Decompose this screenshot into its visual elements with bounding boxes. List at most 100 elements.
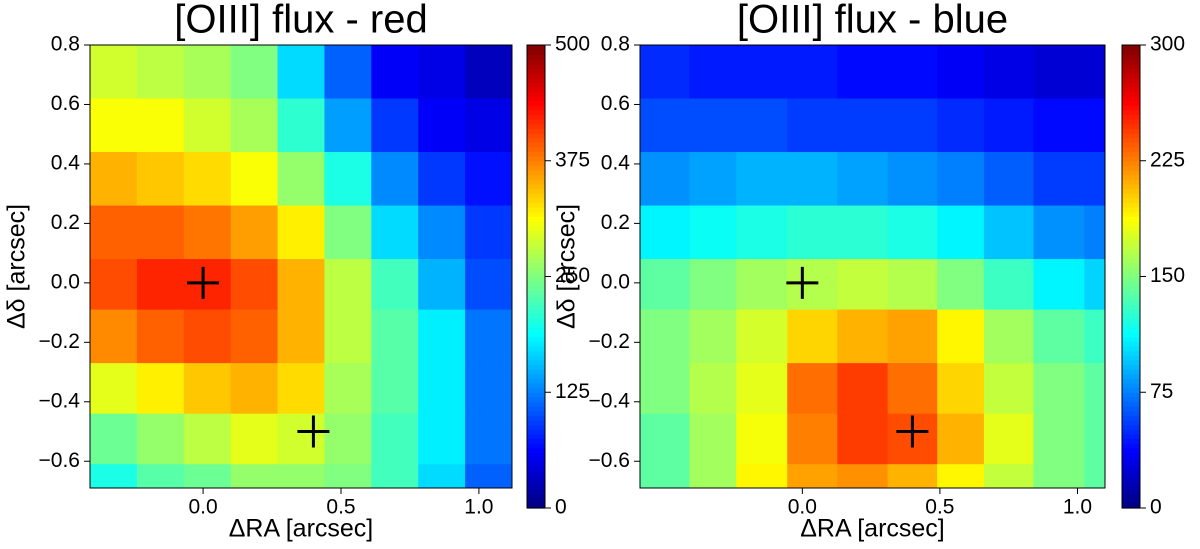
heatmap-cell: [324, 98, 372, 153]
colorbar-step: [1122, 105, 1140, 111]
y-tick-label: 0.6: [601, 92, 630, 115]
heatmap-cell: [371, 413, 419, 465]
colorbar-step: [527, 100, 545, 106]
heatmap-cell: [230, 205, 279, 260]
heatmap-cell: [983, 98, 1034, 153]
heatmap-cell: [1033, 152, 1085, 207]
heatmap-cell: [465, 152, 513, 207]
colorbar-step: [1122, 72, 1140, 79]
colorbar-step: [527, 211, 545, 217]
colorbar-step: [527, 295, 545, 301]
heatmap-cell: [1084, 309, 1106, 364]
colorbar-step: [1122, 216, 1140, 222]
colorbar-step: [527, 179, 545, 185]
colorbar-step: [1122, 387, 1140, 393]
colorbar-step: [527, 484, 545, 491]
y-tick-label: 0.4: [51, 151, 81, 174]
colorbar-step: [1122, 170, 1140, 176]
heatmap-cell: [887, 152, 938, 207]
x-axis-label: ΔRA [arcsec]: [229, 515, 374, 543]
x-tick-label: 1.0: [464, 496, 493, 519]
heatmap-cell: [230, 152, 279, 207]
colorbar-step: [1122, 193, 1140, 199]
heatmap-cell: [371, 205, 419, 260]
heatmap-cell: [983, 205, 1034, 260]
colorbar-step: [527, 406, 545, 412]
heatmap-cell: [837, 363, 889, 415]
colorbar-tick-label: 500: [555, 33, 590, 56]
heatmap-cell: [465, 259, 513, 311]
colorbar-step: [1122, 109, 1140, 116]
plot-frame: [639, 44, 1106, 489]
colorbar-step: [527, 239, 545, 245]
colorbar-step: [527, 447, 545, 454]
heatmap-cell: [136, 45, 185, 100]
colorbar-step: [527, 146, 545, 153]
colorbar-step: [527, 95, 545, 102]
heatmap-cell: [277, 45, 325, 100]
heatmap-cell: [689, 464, 737, 489]
colorbar-step: [1122, 341, 1140, 347]
heatmap-cell: [277, 205, 325, 260]
heatmap-cell: [887, 363, 938, 415]
heatmap-cell: [1084, 413, 1106, 465]
y-tick-label: −0.2: [589, 330, 630, 353]
heatmap-cell: [787, 98, 838, 153]
colorbar-step: [527, 119, 545, 125]
colorbar-step: [527, 244, 545, 250]
heatmap-cell: [90, 363, 138, 415]
colorbar-step: [527, 257, 545, 264]
colorbar-step: [527, 68, 545, 74]
colorbar-step: [527, 220, 545, 227]
colorbar-step: [1122, 239, 1140, 245]
colorbar-step: [1122, 350, 1140, 356]
heatmap-cell: [640, 98, 691, 153]
colorbar-step: [1122, 45, 1140, 51]
heatmap-cell: [90, 98, 138, 153]
heatmap-cell: [983, 309, 1034, 364]
colorbar-step: [1122, 165, 1140, 171]
heatmap-cell: [937, 363, 985, 415]
heatmap-cell: [230, 45, 279, 100]
colorbar-step: [527, 475, 545, 481]
colorbar-step: [1122, 114, 1140, 120]
colorbar-step: [527, 415, 545, 421]
colorbar-step: [1122, 156, 1140, 162]
colorbar-step: [1122, 137, 1140, 143]
colorbar-step: [527, 49, 545, 55]
heatmap-cell: [983, 259, 1034, 311]
heatmap-cell: [1084, 363, 1106, 415]
colorbar-step: [527, 123, 545, 129]
heatmap-cell: [1084, 98, 1106, 153]
heatmap-cell: [136, 413, 185, 465]
heatmap-cell: [640, 464, 691, 489]
colorbar-step: [527, 336, 545, 342]
heatmap-cell: [887, 464, 938, 489]
heatmap-cell: [640, 413, 691, 465]
colorbar-step: [1122, 410, 1140, 416]
colorbar-step: [527, 470, 545, 477]
colorbar-step: [1122, 290, 1140, 296]
heatmap-cell: [183, 413, 232, 465]
heatmap-cell: [837, 259, 889, 311]
colorbar-step: [527, 359, 545, 366]
heatmap-cell: [371, 309, 419, 364]
heatmap-cell: [787, 464, 838, 489]
colorbar-step: [527, 267, 545, 273]
x-tick-label: 0.5: [925, 496, 954, 519]
colorbar-step: [1122, 142, 1140, 148]
heatmap-cell: [736, 98, 788, 153]
heatmap-cell: [136, 464, 185, 489]
colorbar-step: [527, 63, 545, 69]
colorbar-tick-label: 225: [1150, 148, 1185, 171]
colorbar-step: [527, 202, 545, 208]
colorbar-step: [1122, 49, 1140, 55]
heatmap-cell: [837, 98, 889, 153]
heatmap-cell: [136, 152, 185, 207]
heatmap-cell: [887, 309, 938, 364]
heatmap-cell: [1033, 45, 1085, 100]
heatmap-cell: [183, 152, 232, 207]
heatmap-cell: [230, 98, 279, 153]
colorbar-step: [1122, 336, 1140, 342]
colorbar-step: [1122, 378, 1140, 384]
